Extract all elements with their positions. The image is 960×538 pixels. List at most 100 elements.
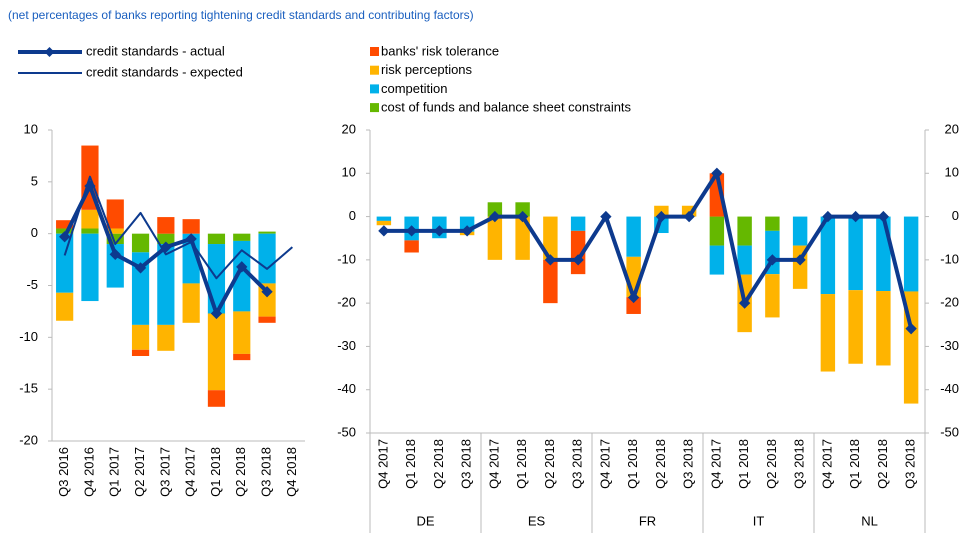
y-tick-label: 10 xyxy=(342,165,356,180)
line-marker xyxy=(210,307,223,320)
line-marker xyxy=(738,297,751,309)
bar-segment xyxy=(106,228,124,234)
x-tick-label: Q4 2016 xyxy=(81,447,96,497)
x-tick-label: Q1 2017 xyxy=(107,447,122,497)
legend-label: cost of funds and balance sheet constrai… xyxy=(381,100,632,115)
x-tick-label: Q4 2017 xyxy=(183,447,198,497)
line-marker xyxy=(849,210,862,223)
bar-segment xyxy=(876,291,891,366)
group-label: ES xyxy=(528,513,546,528)
y2-tick-label: -10 xyxy=(940,251,959,266)
bar-segment xyxy=(131,324,150,350)
bar-segment xyxy=(56,233,74,293)
bar-segment xyxy=(792,216,808,246)
bar-segment xyxy=(233,233,251,241)
bar-segment xyxy=(765,274,780,318)
line-marker xyxy=(405,225,418,237)
line-marker xyxy=(185,233,197,245)
y2-tick-label: -20 xyxy=(940,295,959,310)
line-marker xyxy=(544,254,557,266)
line xyxy=(63,175,294,280)
legend-swatch xyxy=(370,103,379,113)
bar-segment xyxy=(81,228,99,234)
x-tick-label: Q1 2018 xyxy=(847,439,862,489)
line-marker xyxy=(134,262,147,274)
line-marker xyxy=(461,225,473,237)
line-marker xyxy=(711,167,723,179)
bar-segment xyxy=(515,216,530,260)
bar-segment xyxy=(233,311,251,354)
y-tick-label: 0 xyxy=(349,208,356,223)
y-tick-label: -10 xyxy=(337,251,356,266)
bar-segment xyxy=(570,216,586,231)
y2-tick-label: 0 xyxy=(952,208,959,223)
bar-segment xyxy=(820,294,836,372)
bar-segment xyxy=(709,245,725,275)
line-marker xyxy=(794,254,806,266)
bar-segment xyxy=(258,316,276,323)
bar-segment xyxy=(515,202,530,217)
x-tick-label: Q2 2018 xyxy=(764,439,779,489)
bar-segment xyxy=(737,216,752,246)
bar-segment xyxy=(207,390,226,407)
legend-label: banks' risk tolerance xyxy=(381,43,499,58)
y-tick-label: -30 xyxy=(337,338,356,353)
x-tick-label: Q2 2018 xyxy=(233,447,248,497)
chart-subtitle: (net percentages of banks reporting tigh… xyxy=(8,8,474,22)
bar-segment xyxy=(626,216,641,257)
x-tick-label: Q3 2018 xyxy=(681,439,696,489)
bar-segment xyxy=(106,199,124,229)
bar-segment xyxy=(56,228,74,234)
bar-segment xyxy=(820,216,836,295)
y2-tick-label: -50 xyxy=(940,424,959,439)
bar-segment xyxy=(404,240,419,253)
group-label: DE xyxy=(416,513,434,528)
x-tick-label: Q1 2018 xyxy=(736,439,751,489)
legend-swatch xyxy=(370,84,379,94)
x-tick-label: Q1 2018 xyxy=(514,439,529,489)
bar-segment xyxy=(182,219,200,234)
bar-segment xyxy=(626,297,641,314)
bar-segment xyxy=(182,283,200,323)
y2-tick-label: -40 xyxy=(940,381,959,396)
bar-segment xyxy=(233,240,251,312)
y2-tick-label: -30 xyxy=(940,338,959,353)
x-tick-label: Q2 2018 xyxy=(542,439,557,489)
bar-segment xyxy=(106,233,124,245)
y2-tick-label: 10 xyxy=(945,165,959,180)
line-marker xyxy=(261,286,273,298)
bar-segment xyxy=(876,216,891,292)
bar-segment xyxy=(376,216,392,221)
line-marker xyxy=(683,210,695,223)
bar-segment xyxy=(709,216,725,246)
x-tick-label: Q2 2017 xyxy=(132,447,147,497)
group-label: FR xyxy=(639,513,656,528)
legend-swatch xyxy=(370,65,379,75)
x-tick-label: Q3 2018 xyxy=(570,439,585,489)
y-tick-label: 5 xyxy=(31,173,38,188)
y-tick-label: 10 xyxy=(24,121,38,136)
x-tick-label: Q2 2018 xyxy=(431,439,446,489)
x-tick-label: Q3 2016 xyxy=(56,447,71,497)
x-tick-label: Q4 2017 xyxy=(819,439,834,489)
x-tick-label: Q1 2018 xyxy=(403,439,418,489)
bar-segment xyxy=(131,349,150,356)
line-marker xyxy=(600,210,612,223)
y-tick-label: -40 xyxy=(337,381,356,396)
bar-segment xyxy=(131,252,150,325)
y-tick-label: -20 xyxy=(337,295,356,310)
bar-segment xyxy=(848,290,863,364)
bar-segment xyxy=(56,292,74,321)
bar-segment xyxy=(233,353,251,361)
bar-segment xyxy=(258,231,276,234)
y-tick-label: 20 xyxy=(342,121,356,136)
bar-segment xyxy=(765,216,780,231)
line-marker xyxy=(766,254,779,266)
bar-segment xyxy=(207,233,226,245)
x-tick-label: Q2 2018 xyxy=(875,439,890,489)
y-tick-label: 0 xyxy=(31,225,38,240)
bar-segment xyxy=(207,313,226,391)
bar-segment xyxy=(543,216,558,260)
x-tick-label: Q3 2017 xyxy=(157,447,172,497)
